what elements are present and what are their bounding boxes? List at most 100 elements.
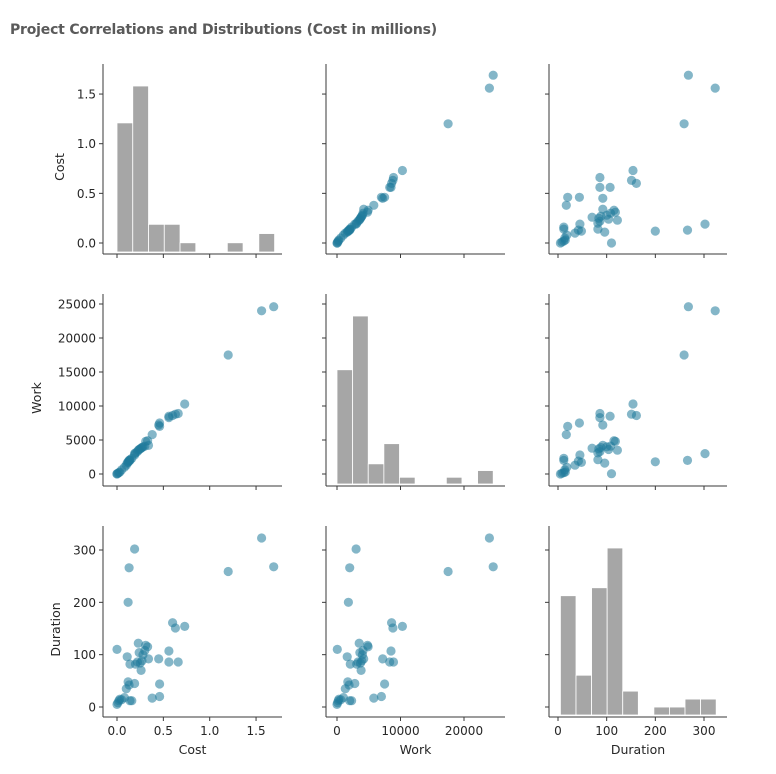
scatter-point (628, 165, 638, 176)
scatter-point (682, 455, 693, 465)
scatter-point (574, 192, 585, 202)
scatter-point (561, 430, 571, 440)
scatter-point (598, 193, 608, 203)
scatter-point (561, 200, 571, 210)
scatter-point (605, 182, 615, 192)
histogram-bar (575, 674, 592, 716)
scatter-point (563, 192, 573, 202)
scatter-point (626, 175, 637, 185)
x-tick-label: 20000 (445, 724, 483, 738)
scatter-point (363, 642, 373, 652)
x-axis-label: Cost (179, 742, 207, 757)
scatter-point (127, 696, 137, 706)
histogram-bar (560, 595, 577, 716)
scatter-point (626, 409, 637, 419)
scatter-point (342, 652, 352, 662)
scatter-point (683, 302, 694, 312)
x-tick-label: 200 (644, 724, 667, 738)
histogram-bar (336, 369, 354, 485)
scatter-point (130, 544, 140, 554)
scatter-point (609, 205, 619, 215)
x-tick-label: 300 (693, 724, 716, 738)
x-tick-label: 0.5 (154, 724, 173, 738)
scatter-point (164, 646, 174, 656)
scatter-point (443, 119, 453, 129)
scatter-point (397, 165, 407, 176)
histogram-bar (226, 242, 244, 253)
scatter-point (332, 644, 342, 655)
scatter-point (587, 212, 597, 222)
scatter-point (710, 306, 720, 316)
panel-cost-vs-duration (545, 64, 727, 258)
scatter-point (133, 638, 143, 648)
scatter-point (378, 654, 388, 664)
histogram-bar (132, 85, 149, 253)
x-tick-label: 100 (595, 724, 618, 738)
scatter-point (350, 678, 360, 689)
scatter-point (598, 420, 608, 430)
scatter-point (484, 83, 494, 93)
scatter-point (587, 443, 597, 453)
histogram-bar (684, 698, 702, 716)
scatter-point (612, 445, 623, 455)
scatter-point (559, 222, 569, 232)
panel-work-vs-work (322, 294, 505, 490)
scatter-point (359, 654, 369, 664)
histogram-bar (383, 443, 400, 485)
panel-duration-vs-duration: 0 100 200 300 Duration (545, 526, 727, 757)
scatter-point (700, 219, 710, 229)
scatter-point (710, 83, 720, 93)
scatter-point (612, 215, 623, 225)
scatter-point (593, 455, 603, 465)
scatter-point (143, 642, 153, 652)
y-tick-label: 200 (73, 596, 96, 610)
panel-work-vs-duration (545, 294, 727, 490)
y-tick-label: 1.5 (77, 88, 96, 102)
scatter-point (386, 646, 396, 656)
scatter-point (595, 172, 605, 183)
scatter-point (575, 219, 585, 229)
histogram-bar (669, 706, 686, 716)
scatter-point (574, 418, 585, 428)
x-tick-label: 1.0 (200, 724, 219, 738)
y-tick-label: 15000 (58, 366, 96, 380)
histogram-bar (352, 315, 369, 485)
scatter-point (154, 654, 164, 664)
scatter-point (155, 691, 165, 702)
scatter-point (380, 679, 390, 689)
scatter-point (488, 562, 498, 572)
scatter-point (488, 70, 498, 80)
y-tick-label: 10000 (58, 400, 96, 414)
panel-cost-vs-cost: 0.0 0.5 1.0 1.5 Cost (52, 64, 282, 258)
scatter-point (257, 533, 267, 543)
scatter-point (679, 119, 689, 129)
y-tick-label: 100 (73, 648, 96, 662)
histogram-bar (477, 470, 494, 485)
histogram-bar (700, 698, 717, 716)
x-tick-label: 1.5 (247, 724, 266, 738)
panel-work-vs-cost: 0 5000 10000 15000 20000 25000 Work (29, 294, 282, 490)
scatter-point (606, 238, 617, 248)
histogram-bar (148, 223, 165, 253)
scatter-point (124, 563, 134, 573)
scatter-point (122, 652, 132, 662)
histogram-bar (606, 547, 624, 716)
histogram-bar (445, 476, 463, 485)
scatter-point (443, 566, 453, 577)
scatter-point (269, 302, 279, 312)
scatter-point (679, 350, 689, 360)
scatter-point (354, 638, 364, 648)
histogram-bar (179, 242, 197, 253)
scatter-point (575, 450, 585, 460)
scatter-point (376, 691, 386, 702)
scatter-point (397, 621, 407, 632)
scatter-point (628, 399, 638, 409)
scatter-point (345, 659, 355, 669)
scatter-point (136, 665, 146, 676)
scatter-point (180, 621, 190, 632)
scatter-point (606, 469, 617, 479)
x-tick-label: 10000 (381, 724, 419, 738)
scatter-point (600, 458, 610, 468)
histogram-bar (116, 122, 134, 253)
